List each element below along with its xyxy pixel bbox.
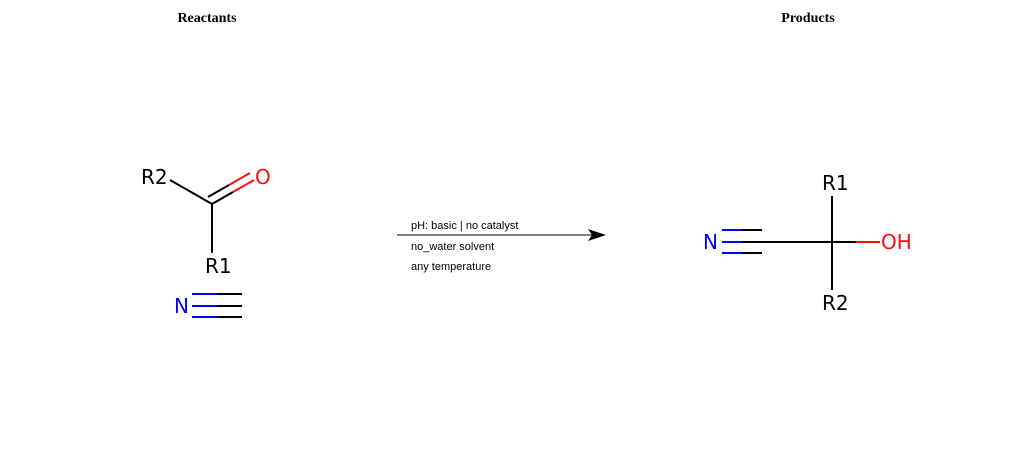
reaction-arrow-group: pH: basic | no catalyst no_water solvent… [397, 220, 606, 273]
bond-c-o-inner-red [228, 172, 251, 186]
atom-r2-label: R2 [141, 165, 168, 189]
reaction-arrow-head [588, 229, 606, 241]
bond-c-o-inner-black [207, 184, 230, 198]
condition-temperature: any temperature [411, 261, 491, 273]
condition-solvent: no_water solvent [411, 241, 494, 253]
bond-c-o-outer-black [211, 191, 234, 205]
reactant-ketone: R2 O R1 [141, 165, 271, 278]
product-hydroxyl-label: OH [881, 230, 912, 254]
bond-c-o-outer-red [232, 179, 255, 193]
atom-oxygen-label: O [255, 165, 271, 189]
bond-r2-c [169, 179, 213, 205]
product-nitrogen-label: N [703, 230, 718, 254]
atom-nitrogen-label: N [174, 294, 189, 318]
condition-ph-catalyst: pH: basic | no catalyst [411, 220, 518, 232]
product-r2-label: R2 [822, 291, 849, 315]
reactant-cyanide: N [174, 293, 242, 318]
product-r1-label: R1 [822, 171, 849, 195]
reactants-heading: Reactants [177, 11, 237, 26]
products-heading: Products [781, 11, 835, 26]
atom-r1-label: R1 [205, 254, 232, 278]
product-cyanohydrin: N R1 R2 OH [703, 171, 912, 315]
